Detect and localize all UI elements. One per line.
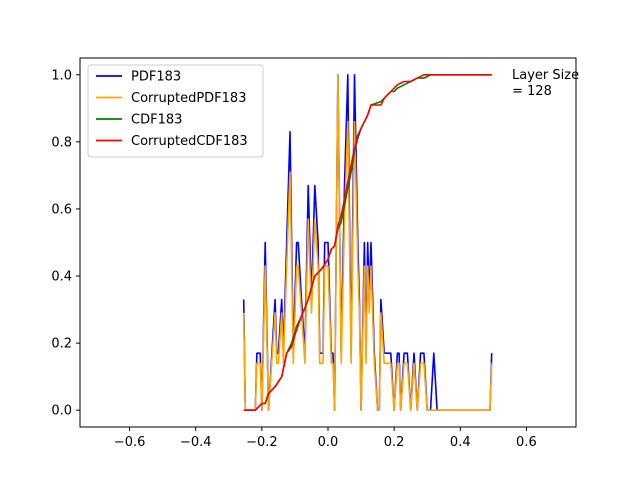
legend-box [87, 64, 264, 158]
annotation-line-2: = 128 [512, 84, 552, 99]
y-tick-label: 0.6 [51, 202, 72, 217]
x-tick-label: 0.6 [516, 435, 537, 450]
legend-label-pdf183: PDF183 [131, 70, 181, 85]
x-tick-label: −0.4 [180, 435, 212, 450]
annotation-line-1: Layer Size [512, 68, 579, 83]
x-tick-label: −0.2 [246, 435, 278, 450]
legend: PDF183 CorruptedPDF183 CDF183 CorruptedCDF1… [87, 64, 264, 158]
series-line-corruptedpdf183 [242, 74, 493, 411]
x-tick-label: −0.6 [114, 435, 146, 450]
y-tick-label: 0.4 [51, 270, 72, 285]
y-tick-label: 0.8 [51, 135, 72, 150]
y-tick-label: 0.2 [51, 337, 72, 352]
series-line-corruptedcdf183 [243, 74, 492, 411]
x-tick-label: 0.4 [450, 435, 471, 450]
x-tick-label: 0.0 [318, 435, 339, 450]
legend-label-corruptedcdf183: CorruptedCDF183 [131, 134, 248, 149]
y-tick-label: 0.0 [51, 404, 72, 419]
y-tick-label: 1.0 [51, 68, 72, 83]
axes: −0.6 −0.4 −0.2 0.0 0.2 0.4 0.6 0.0 0.2 0.4 0.6 0.8 1… [51, 57, 577, 450]
series-line-pdf183 [242, 74, 493, 411]
x-tick-label: 0.2 [384, 435, 405, 450]
legend-label-corruptedpdf183: CorruptedPDF183 [131, 91, 246, 106]
plot-area [242, 74, 493, 411]
legend-label-cdf183: CDF183 [131, 113, 182, 128]
